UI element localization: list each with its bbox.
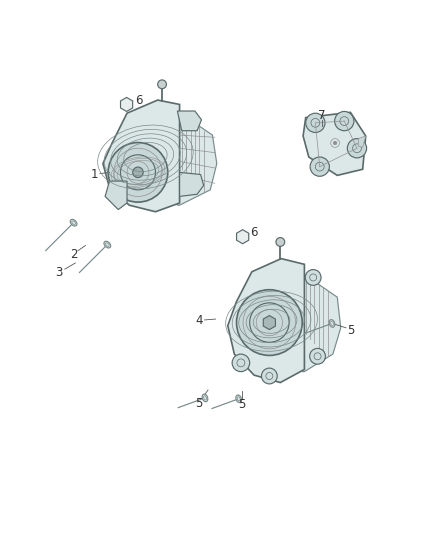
Text: 5: 5 <box>196 397 203 410</box>
Text: 3: 3 <box>56 266 63 279</box>
Ellipse shape <box>104 241 111 248</box>
Polygon shape <box>302 273 341 372</box>
Circle shape <box>310 349 325 364</box>
Text: 5: 5 <box>238 398 245 411</box>
Ellipse shape <box>202 394 208 402</box>
Circle shape <box>335 111 354 131</box>
Polygon shape <box>103 100 180 212</box>
Polygon shape <box>177 111 217 205</box>
Polygon shape <box>180 172 204 197</box>
Circle shape <box>333 141 337 145</box>
Circle shape <box>310 157 329 176</box>
Circle shape <box>133 167 143 177</box>
Circle shape <box>276 238 285 246</box>
Polygon shape <box>177 111 201 131</box>
Polygon shape <box>228 259 304 383</box>
Text: 7: 7 <box>318 109 326 122</box>
Circle shape <box>108 142 168 202</box>
Text: 6: 6 <box>134 94 142 107</box>
Circle shape <box>261 368 277 384</box>
Ellipse shape <box>236 395 241 402</box>
Text: 4: 4 <box>195 314 203 327</box>
Circle shape <box>158 80 166 88</box>
Text: 1: 1 <box>90 168 98 181</box>
Polygon shape <box>237 230 249 244</box>
Text: 2: 2 <box>70 248 78 261</box>
Text: 6: 6 <box>250 226 258 239</box>
Text: 5: 5 <box>348 324 355 336</box>
Circle shape <box>306 113 325 133</box>
Ellipse shape <box>70 220 77 226</box>
Polygon shape <box>105 181 127 209</box>
Circle shape <box>347 139 367 158</box>
Ellipse shape <box>329 320 335 327</box>
Polygon shape <box>263 316 276 329</box>
Polygon shape <box>358 136 366 147</box>
Polygon shape <box>120 98 133 111</box>
Circle shape <box>232 354 250 372</box>
Circle shape <box>305 270 321 285</box>
Polygon shape <box>303 112 366 175</box>
Circle shape <box>237 290 302 356</box>
